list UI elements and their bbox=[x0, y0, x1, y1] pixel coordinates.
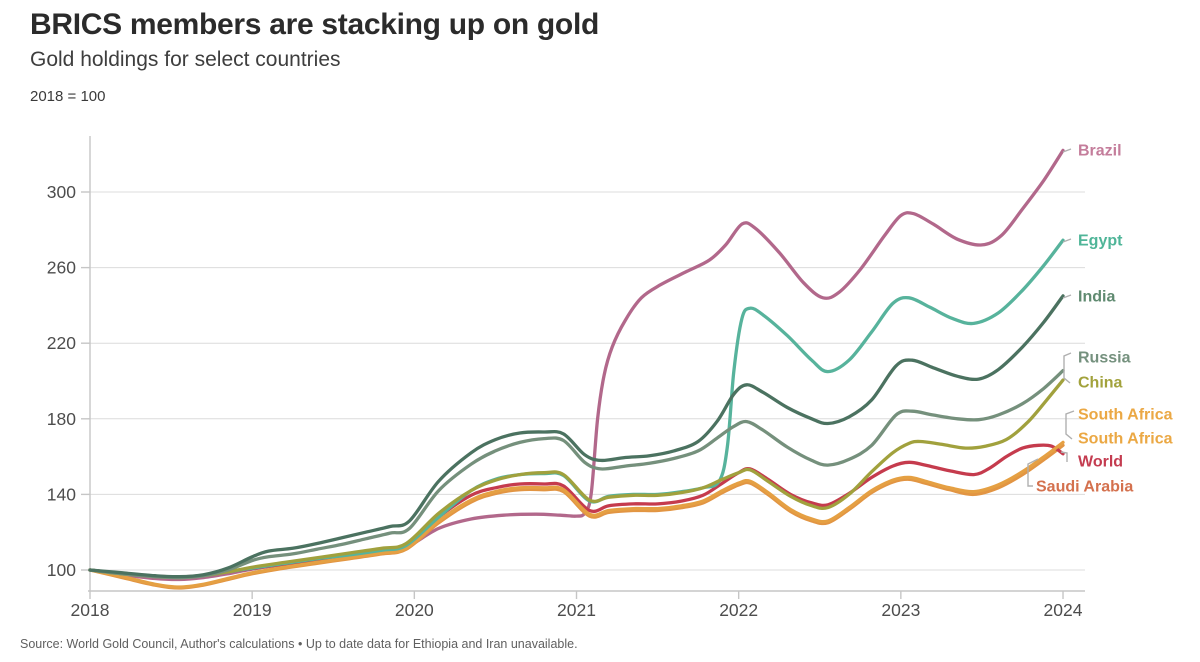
series-label-russia: Russia bbox=[1078, 350, 1131, 367]
x-tick-label: 2023 bbox=[881, 600, 920, 620]
y-tick-label: 300 bbox=[47, 182, 76, 202]
y-tick-label: 260 bbox=[47, 258, 76, 278]
series-line-world bbox=[88, 443, 1065, 579]
x-tick-label: 2019 bbox=[233, 600, 272, 620]
label-leader bbox=[1027, 458, 1039, 487]
y-tick-label: 180 bbox=[47, 409, 76, 429]
index-base-note: 2018 = 100 bbox=[30, 88, 106, 105]
y-tick-label: 140 bbox=[47, 484, 76, 504]
y-tick-label: 220 bbox=[47, 333, 76, 353]
series-line-china bbox=[88, 378, 1065, 580]
label-leader bbox=[1060, 451, 1068, 462]
series-line-south-africa bbox=[88, 440, 1065, 589]
label-leader bbox=[1063, 352, 1072, 384]
series-label-china: China bbox=[1078, 375, 1123, 392]
x-tick-label: 2021 bbox=[557, 600, 596, 620]
series-label-india: India bbox=[1078, 289, 1115, 306]
series-label-egypt: Egypt bbox=[1078, 233, 1123, 250]
series-label-brazil: Brazil bbox=[1078, 143, 1122, 160]
series-label-saudi-arabia: Saudi Arabia bbox=[1036, 479, 1133, 496]
x-tick-label: 2024 bbox=[1044, 600, 1083, 620]
label-leader bbox=[1062, 294, 1072, 299]
chart-subtitle: Gold holdings for select countries bbox=[30, 48, 341, 71]
series-label-south-africa-2: South Africa bbox=[1078, 431, 1173, 448]
label-leader bbox=[1065, 410, 1075, 440]
label-leader bbox=[1062, 148, 1072, 153]
label-leader bbox=[1062, 238, 1072, 243]
series-line-russia bbox=[88, 368, 1065, 580]
series-label-world: World bbox=[1078, 454, 1123, 471]
x-tick-label: 2022 bbox=[719, 600, 758, 620]
series-label-south-africa-1: South Africa bbox=[1078, 407, 1173, 424]
series-line-india bbox=[88, 294, 1065, 579]
source-note: Source: World Gold Council, Author's cal… bbox=[20, 637, 578, 651]
x-tick-label: 2018 bbox=[71, 600, 110, 620]
chart-title: BRICS members are stacking up on gold bbox=[30, 8, 600, 41]
x-tick-label: 2020 bbox=[395, 600, 434, 620]
series-line-brazil bbox=[88, 148, 1065, 582]
series-line-egypt bbox=[88, 238, 1065, 580]
y-tick-label: 100 bbox=[47, 560, 76, 580]
